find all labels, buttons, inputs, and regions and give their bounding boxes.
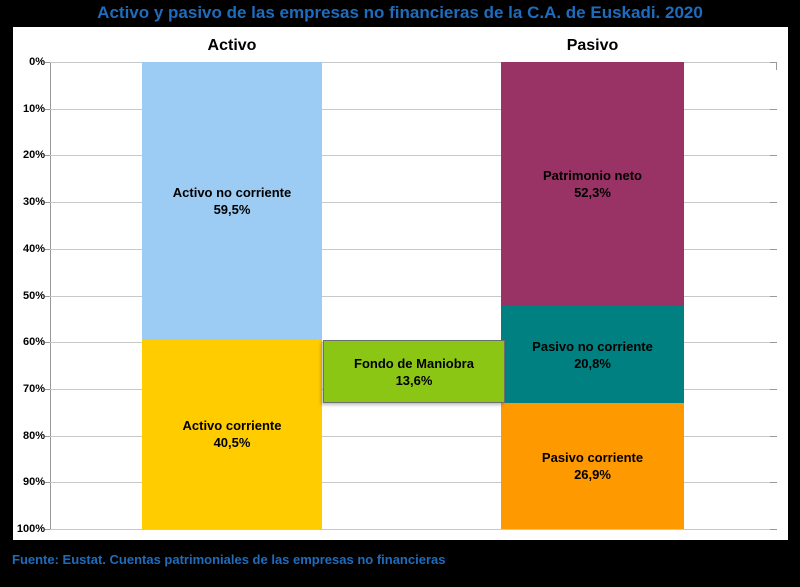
right-edge-tick — [770, 62, 777, 63]
bar-segment-pasivo-no-corriente: Pasivo no corriente 20,8% — [501, 306, 684, 404]
y-axis-tick-label: 10% — [22, 103, 45, 115]
gridline — [50, 62, 777, 63]
gridline — [50, 202, 777, 203]
y-axis-tick — [45, 296, 50, 297]
right-edge-tick — [770, 249, 777, 250]
y-axis-tick-label: 60% — [22, 336, 45, 348]
right-edge-tick — [770, 436, 777, 437]
y-axis-tick — [45, 202, 50, 203]
right-edge-tick — [770, 389, 777, 390]
column-header-activo: Activo — [207, 37, 257, 54]
bar-segment-label: Activo no corriente — [172, 184, 292, 200]
gridline — [50, 249, 777, 250]
bar-segment-activo-no-corriente: Activo no corriente 59,5% — [142, 62, 322, 340]
y-axis-tick-label: 30% — [22, 196, 45, 208]
y-axis-tick — [45, 529, 50, 530]
bar-segment-pasivo-corriente: Pasivo corriente 26,9% — [501, 403, 684, 529]
y-axis-tick-label: 20% — [22, 149, 45, 161]
bar-segment-value: 20,8% — [574, 355, 611, 371]
bar-segment-fondo-de-maniobra: Fondo de Maniobra 13,6% — [323, 339, 505, 404]
gridline — [50, 436, 777, 437]
y-axis-tick — [45, 342, 50, 343]
gridline — [50, 296, 777, 297]
right-edge-tick — [770, 529, 777, 530]
y-axis-tick — [45, 155, 50, 156]
gridline — [50, 529, 777, 530]
bar-segment-value: 52,3% — [574, 185, 611, 201]
bar-segment-value: 13,6% — [395, 372, 433, 388]
y-axis-tick-label: 80% — [22, 430, 45, 442]
y-axis-tick-label: 70% — [22, 383, 45, 395]
y-axis-tick — [45, 389, 50, 390]
bar-segment-label: Activo corriente — [182, 418, 282, 434]
y-axis-tick-label: 40% — [22, 243, 45, 255]
y-axis-tick-label: 50% — [22, 290, 45, 302]
y-axis-tick-label: 0% — [29, 56, 45, 68]
chart-title: Activo y pasivo de las empresas no finan… — [97, 3, 703, 22]
source-note: Fuente: Eustat. Cuentas patrimoniales de… — [12, 552, 446, 567]
bar-segment-value: 26,9% — [574, 467, 611, 483]
right-edge-tick — [770, 109, 777, 110]
y-axis-tick — [45, 109, 50, 110]
y-axis-tick-label: 100% — [16, 523, 45, 535]
bar-segment-label: Patrimonio neto — [543, 168, 642, 184]
bar-segment-activo-corriente: Activo corriente 40,5% — [142, 339, 322, 529]
plot-area: 0% 10% 20% 30% 40% 50% 60% 70% 80% 90% 100% Activo … — [17, 56, 777, 535]
bar-segment-patrimonio-neto: Patrimonio neto 52,3% — [501, 62, 684, 307]
gridline — [50, 109, 777, 110]
y-axis-tick-label: 90% — [22, 476, 45, 488]
y-axis-line — [50, 62, 51, 529]
bar-segment-value: 59,5% — [213, 201, 251, 217]
right-edge-tick — [770, 155, 777, 156]
right-edge-tick — [770, 296, 777, 297]
gridline — [50, 482, 777, 483]
right-edge-tick — [770, 482, 777, 483]
bar-segment-value: 40,5% — [213, 435, 251, 451]
chart-panel: Activo Pasivo 0% 10% 20% 30% 40% 50% 60% 70% 80%… — [13, 27, 788, 540]
bar-segment-label: Pasivo corriente — [541, 450, 644, 466]
right-edge-tick — [770, 202, 777, 203]
y-axis-tick — [45, 436, 50, 437]
y-axis-tick — [45, 482, 50, 483]
gridline — [50, 155, 777, 156]
y-axis-tick — [45, 249, 50, 250]
bar-segment-label: Pasivo no corriente — [532, 338, 653, 354]
right-edge-tick — [770, 342, 777, 343]
column-header-pasivo: Pasivo — [566, 37, 619, 54]
bar-segment-label: Fondo de Maniobra — [354, 355, 474, 371]
y-axis-tick — [45, 62, 50, 63]
top-right-corner-tick — [776, 62, 777, 70]
